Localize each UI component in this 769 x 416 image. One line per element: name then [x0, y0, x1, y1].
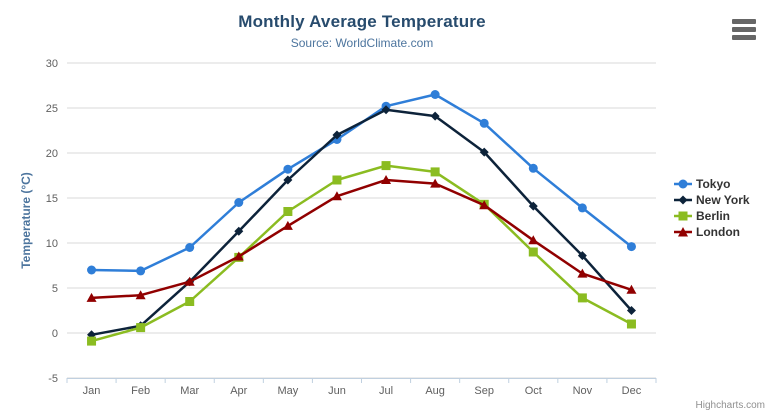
x-axis-label: Mar: [180, 385, 199, 397]
x-axis-label: Jan: [83, 385, 101, 397]
data-point-tokyo: [87, 265, 97, 275]
hamburger-bar: [732, 35, 756, 40]
data-point-london: [430, 178, 441, 188]
data-point-london: [282, 220, 293, 230]
y-axis-label: 5: [52, 283, 58, 295]
data-point-london: [626, 284, 637, 294]
data-point-berlin: [283, 207, 293, 216]
legend-label: Tokyo: [696, 177, 731, 191]
hamburger-menu-icon[interactable]: [732, 19, 756, 40]
x-axis-label: May: [277, 385, 298, 397]
legend-marker-diamond-icon: [674, 195, 692, 205]
data-point-tokyo: [234, 198, 244, 207]
data-point-berlin: [185, 297, 195, 306]
x-axis-label: Aug: [425, 385, 445, 397]
data-point-london: [135, 290, 146, 300]
y-axis-label: 25: [46, 103, 58, 115]
legend: Tokyo New York Berlin London: [674, 176, 750, 240]
legend-label: New York: [696, 193, 750, 207]
data-point-tokyo: [430, 90, 440, 99]
data-point-london: [86, 292, 97, 302]
data-point-new-york: [381, 105, 391, 115]
chart-subtitle: Source: WorldClimate.com: [290, 36, 434, 50]
y-axis-label: -5: [48, 373, 58, 385]
y-axis-label: 0: [52, 328, 58, 340]
data-point-new-york: [283, 175, 293, 185]
data-point-new-york: [430, 111, 440, 121]
data-point-berlin: [332, 175, 342, 185]
series-line-new-york: [90, 108, 633, 337]
data-point-new-york: [234, 226, 244, 236]
data-point-berlin: [528, 247, 538, 257]
data-point-new-york: [479, 147, 489, 157]
series-line-london: [90, 178, 633, 300]
x-axis-label: Jul: [379, 385, 393, 397]
data-point-new-york: [626, 306, 636, 315]
data-point-london: [184, 276, 195, 286]
hamburger-bar: [732, 27, 756, 32]
legend-marker-circle-icon: [674, 179, 692, 189]
data-point-berlin: [381, 161, 391, 171]
data-point-berlin: [626, 319, 636, 329]
data-point-berlin: [87, 336, 97, 346]
x-axis-label: Feb: [131, 385, 150, 397]
data-point-tokyo: [528, 163, 538, 173]
data-point-tokyo: [626, 242, 636, 252]
data-point-london: [577, 268, 588, 278]
x-axis-label: Oct: [525, 385, 542, 397]
y-axis-title: Temperature (°C): [19, 172, 33, 269]
highcharts-credits-link[interactable]: Highcharts.com: [695, 400, 765, 411]
legend-label: London: [696, 225, 740, 239]
y-axis-label: 10: [46, 238, 58, 250]
x-axis-label: Apr: [230, 385, 247, 397]
legend-label: Berlin: [696, 209, 731, 223]
data-point-london: [479, 200, 490, 210]
data-point-london: [528, 235, 539, 245]
data-point-new-york: [332, 130, 342, 140]
x-axis-label: Dec: [622, 385, 642, 397]
data-point-new-york: [577, 251, 587, 261]
data-point-london: [233, 251, 244, 261]
legend-item-new-york[interactable]: New York: [674, 192, 750, 208]
x-axis-label: Nov: [573, 385, 593, 397]
series-line-tokyo: [90, 93, 633, 273]
data-point-tokyo: [185, 243, 195, 252]
x-axis-label: Jun: [328, 385, 346, 397]
legend-marker-triangle-icon: [674, 227, 692, 237]
data-point-london: [331, 191, 342, 201]
legend-item-berlin[interactable]: Berlin: [674, 208, 750, 224]
legend-marker-square-icon: [674, 211, 692, 221]
data-point-berlin: [430, 167, 440, 177]
data-point-new-york: [528, 201, 538, 211]
series-line-berlin: [90, 164, 633, 343]
legend-item-tokyo[interactable]: Tokyo: [674, 176, 750, 192]
data-point-berlin: [136, 323, 146, 333]
data-point-tokyo: [479, 118, 489, 128]
hamburger-bar: [732, 19, 756, 24]
data-point-berlin: [577, 293, 587, 303]
x-axis-label: Sep: [474, 385, 494, 397]
legend-item-london[interactable]: London: [674, 224, 750, 240]
y-axis-label: 20: [46, 148, 58, 160]
data-point-tokyo: [577, 203, 587, 213]
y-axis-label: 30: [46, 58, 58, 70]
data-point-tokyo: [136, 266, 146, 276]
chart-title: Monthly Average Temperature: [238, 12, 486, 31]
data-point-london: [381, 175, 392, 184]
data-point-tokyo: [283, 164, 293, 174]
y-axis-label: 15: [46, 193, 58, 205]
